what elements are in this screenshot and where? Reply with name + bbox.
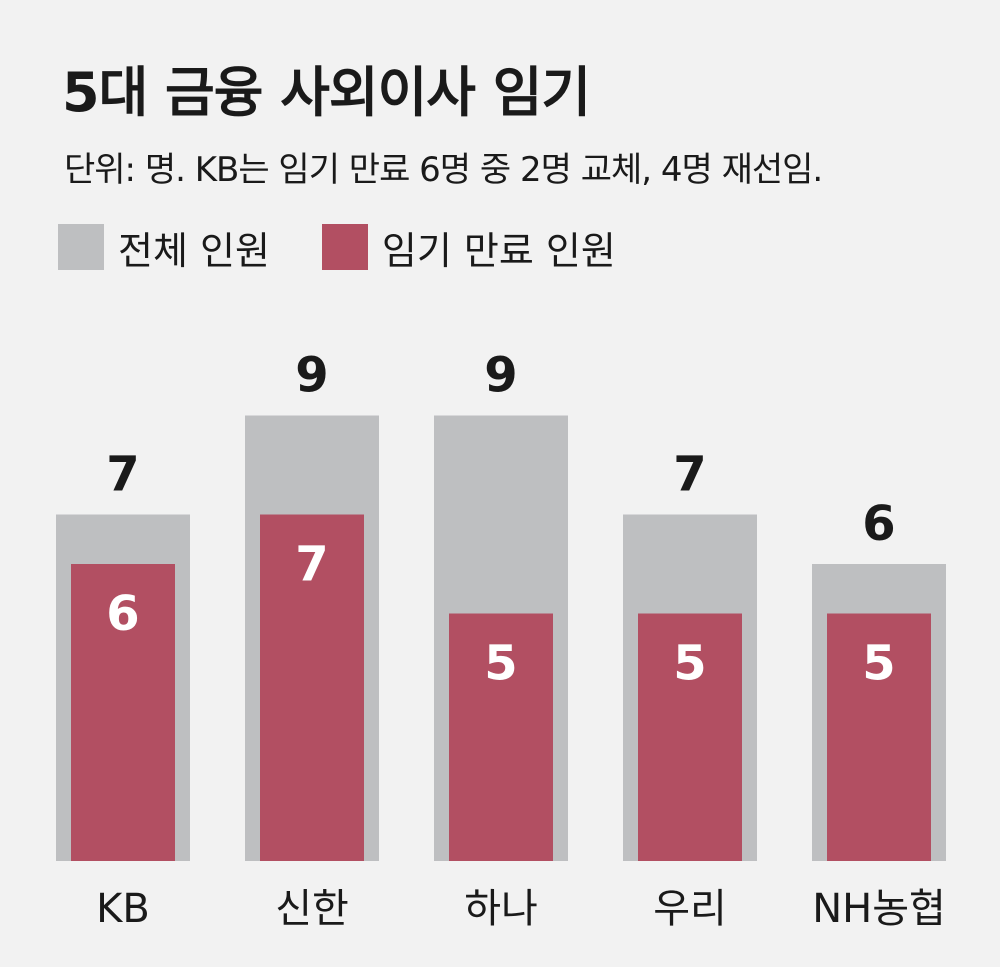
category-label-4: NH농협 [812,886,946,932]
expiring-value-label-4: 5 [862,636,895,692]
expiring-value-label-1: 7 [295,537,328,593]
chart-title: 5대 금융 사외이사 임기 [62,61,591,124]
total-value-label-3: 7 [673,447,706,503]
chart-subtitle: 단위: 명. KB는 임기 만료 6명 중 2명 교체, 4명 재선임. [64,150,823,190]
bar-expiring-4 [827,613,931,861]
bar-expiring-3 [638,613,742,861]
legend-label-expiring: 임기 만료 인원 [381,228,616,273]
category-label-2: 하나 [464,886,538,932]
total-value-label-4: 6 [862,496,895,552]
legend-item-total: 전체 인원 [58,220,270,275]
expiring-value-label-2: 5 [484,636,517,692]
legend-swatch-total [58,224,104,270]
bar-expiring-1 [260,514,364,861]
legend-label-total: 전체 인원 [118,228,270,273]
legend-swatch-expiring [321,224,368,270]
legend-item-expiring: 임기 만료 인원 [321,220,616,275]
category-label-0: KB [96,886,150,932]
total-value-label-0: 7 [106,447,139,503]
bar-expiring-0 [71,564,175,861]
expiring-value-label-3: 5 [673,636,706,692]
total-value-label-2: 9 [484,348,517,404]
category-label-1: 신한 [275,886,349,932]
legend: 전체 인원 임기 만료 인원 [58,220,668,275]
expiring-value-label-0: 6 [106,586,139,642]
total-value-label-1: 9 [295,348,328,404]
category-label-3: 우리 [653,886,727,932]
bar-expiring-2 [449,613,553,861]
